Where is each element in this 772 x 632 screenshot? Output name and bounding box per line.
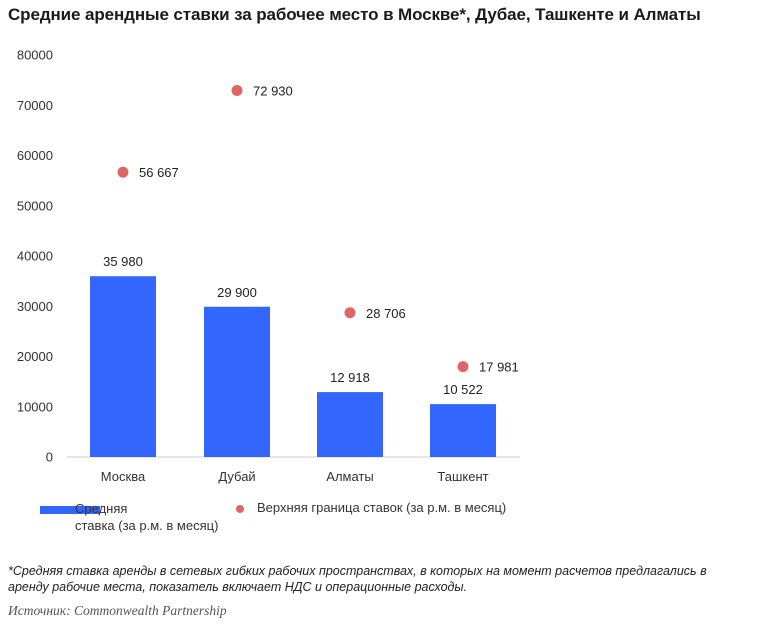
bar-value-label: 29 900 xyxy=(217,285,257,300)
x-tick-label: Ташкент xyxy=(437,469,488,484)
bar xyxy=(204,306,270,457)
y-tick-label: 40000 xyxy=(17,249,53,264)
scatter-point xyxy=(117,166,129,178)
legend-bar-label-line2: ставка (за р.м. в месяц) xyxy=(75,518,219,533)
x-tick-label: Алматы xyxy=(326,469,373,484)
y-axis: 0 10000 20000 30000 40000 50000 60000 70000 8000… xyxy=(17,48,53,465)
scatter-series: 56 667 72 930 28 706 17 981 xyxy=(117,84,519,375)
scatter-point xyxy=(344,307,356,319)
y-tick-label: 80000 xyxy=(17,48,53,63)
scatter-point xyxy=(231,85,243,97)
legend-bar-swatch xyxy=(40,506,100,514)
scatter-value-label: 72 930 xyxy=(253,84,293,99)
legend-bar-label-line1: Средняя xyxy=(75,501,128,516)
y-tick-label: 10000 xyxy=(17,399,53,414)
y-tick-label: 30000 xyxy=(17,299,53,314)
x-tick-label: Москва xyxy=(101,469,146,484)
bar xyxy=(90,276,156,457)
y-tick-label: 0 xyxy=(46,450,53,465)
y-tick-label: 20000 xyxy=(17,349,53,364)
legend-dot-label: Верхняя граница ставок (за р.м. в месяц) xyxy=(257,500,507,515)
chart-title: Средние арендные ставки за рабочее место… xyxy=(8,5,701,24)
bar-value-label: 12 918 xyxy=(330,370,370,385)
scatter-point xyxy=(457,361,469,373)
y-tick-label: 50000 xyxy=(17,198,53,213)
x-axis: Москва Дубай Алматы Ташкент xyxy=(101,469,489,484)
y-tick-label: 70000 xyxy=(17,98,53,113)
footnote: *Средняя ставка аренды в сетевых гибких … xyxy=(8,564,707,594)
bar-value-label: 35 980 xyxy=(103,254,143,269)
scatter-value-label: 56 667 xyxy=(139,165,179,180)
bar-series: 35 980 29 900 12 918 10 522 xyxy=(90,254,496,457)
bar xyxy=(317,392,383,457)
source-note: Источник: Commonwealth Partnership xyxy=(8,603,227,618)
bar xyxy=(430,404,496,457)
legend-bar-label: Средняя ставка (за р.м. в месяц) xyxy=(75,500,218,534)
legend-dot-swatch xyxy=(236,505,244,513)
x-tick-label: Дубай xyxy=(218,469,255,484)
bar-value-label: 10 522 xyxy=(443,382,483,397)
scatter-value-label: 17 981 xyxy=(479,360,519,375)
scatter-value-label: 28 706 xyxy=(366,306,406,321)
y-tick-label: 60000 xyxy=(17,148,53,163)
